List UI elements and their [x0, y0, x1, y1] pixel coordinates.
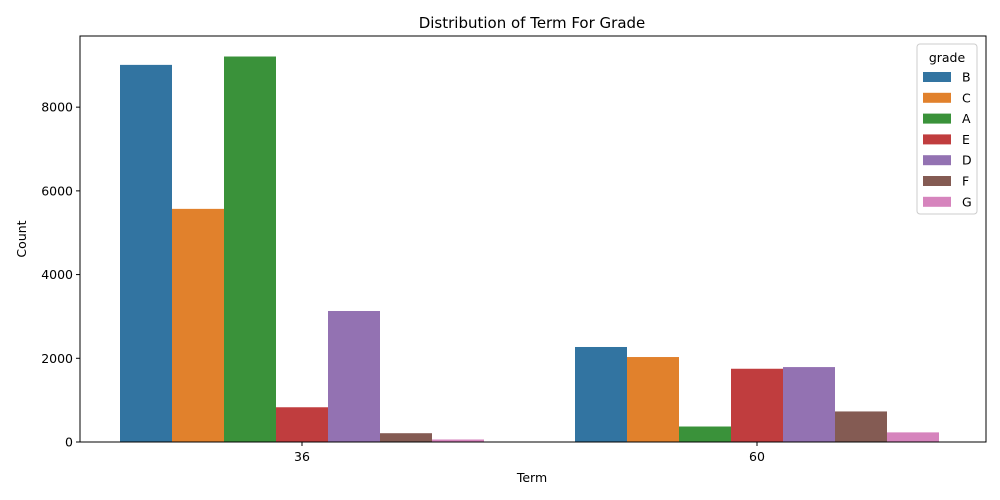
plot-frame — [79, 35, 987, 443]
bar-D-term-60 — [783, 367, 835, 442]
chart-title: Distribution of Term For Grade — [419, 14, 646, 32]
bar-C-term-60 — [627, 357, 679, 442]
x-tick-label: 60 — [749, 449, 765, 464]
legend-title: grade — [929, 50, 966, 65]
legend-label-D: D — [962, 153, 972, 168]
bar-C-term-36 — [172, 208, 224, 442]
bar-G-term-36 — [432, 439, 484, 442]
y-axis-title: Count — [14, 220, 29, 257]
bar-A-term-36 — [224, 56, 276, 442]
legend-label-F: F — [962, 174, 969, 189]
bar-F-term-60 — [835, 411, 887, 442]
legend-box — [916, 43, 978, 215]
y-tick-label: 2000 — [41, 351, 73, 366]
bar-F-term-36 — [380, 433, 432, 442]
bar-E-term-36 — [276, 407, 328, 442]
legend-swatch-E — [923, 134, 951, 145]
legend-label-B: B — [962, 70, 971, 85]
legend-label-G: G — [962, 194, 972, 209]
bar-D-term-36 — [328, 310, 380, 442]
bar-A-term-60 — [679, 426, 731, 442]
legend-swatch-C — [923, 92, 951, 103]
x-axis: 36 60 — [294, 442, 765, 464]
x-axis-title: Term — [516, 470, 547, 485]
legend-swatch-B — [923, 72, 951, 82]
legend-swatch-F — [923, 176, 951, 186]
bars-layer — [120, 56, 939, 443]
x-tick-label: 36 — [294, 449, 310, 464]
y-tick-label: 6000 — [41, 183, 73, 198]
legend-label-E: E — [962, 132, 970, 147]
legend-label-C: C — [962, 90, 971, 105]
bar-B-term-36 — [120, 64, 172, 443]
legend-label-A: A — [962, 111, 971, 126]
y-tick-label: 8000 — [41, 100, 73, 115]
bar-B-term-60 — [575, 346, 627, 442]
legend-swatch-G — [923, 196, 951, 207]
bar-G-term-60 — [887, 432, 939, 442]
legend-swatch-A — [923, 113, 951, 124]
y-axis: 0 2000 4000 6000 8000 — [41, 100, 80, 450]
y-tick-label: 0 — [65, 435, 73, 450]
bar-E-term-60 — [731, 368, 783, 442]
y-tick-label: 4000 — [41, 267, 73, 282]
legend-swatch-D — [923, 155, 951, 166]
